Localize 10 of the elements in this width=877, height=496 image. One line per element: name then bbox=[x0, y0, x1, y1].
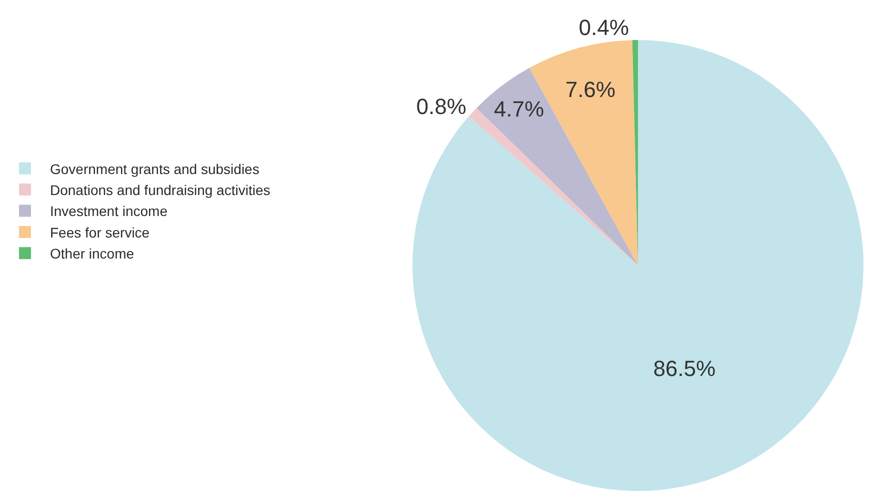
data-label: 0.4% bbox=[578, 15, 629, 40]
data-label: 86.5% bbox=[653, 356, 716, 381]
legend-label: Other income bbox=[50, 246, 134, 262]
legend-label: Government grants and subsidies bbox=[50, 160, 260, 177]
data-label: 4.7% bbox=[494, 96, 544, 122]
legend-label: Fees for service bbox=[50, 224, 150, 240]
legend-label: Donations and fundraising activities bbox=[50, 182, 270, 198]
legend-label: Investment income bbox=[50, 203, 168, 220]
data-label: 7.6% bbox=[565, 76, 616, 102]
data-label: 0.8% bbox=[416, 94, 466, 119]
